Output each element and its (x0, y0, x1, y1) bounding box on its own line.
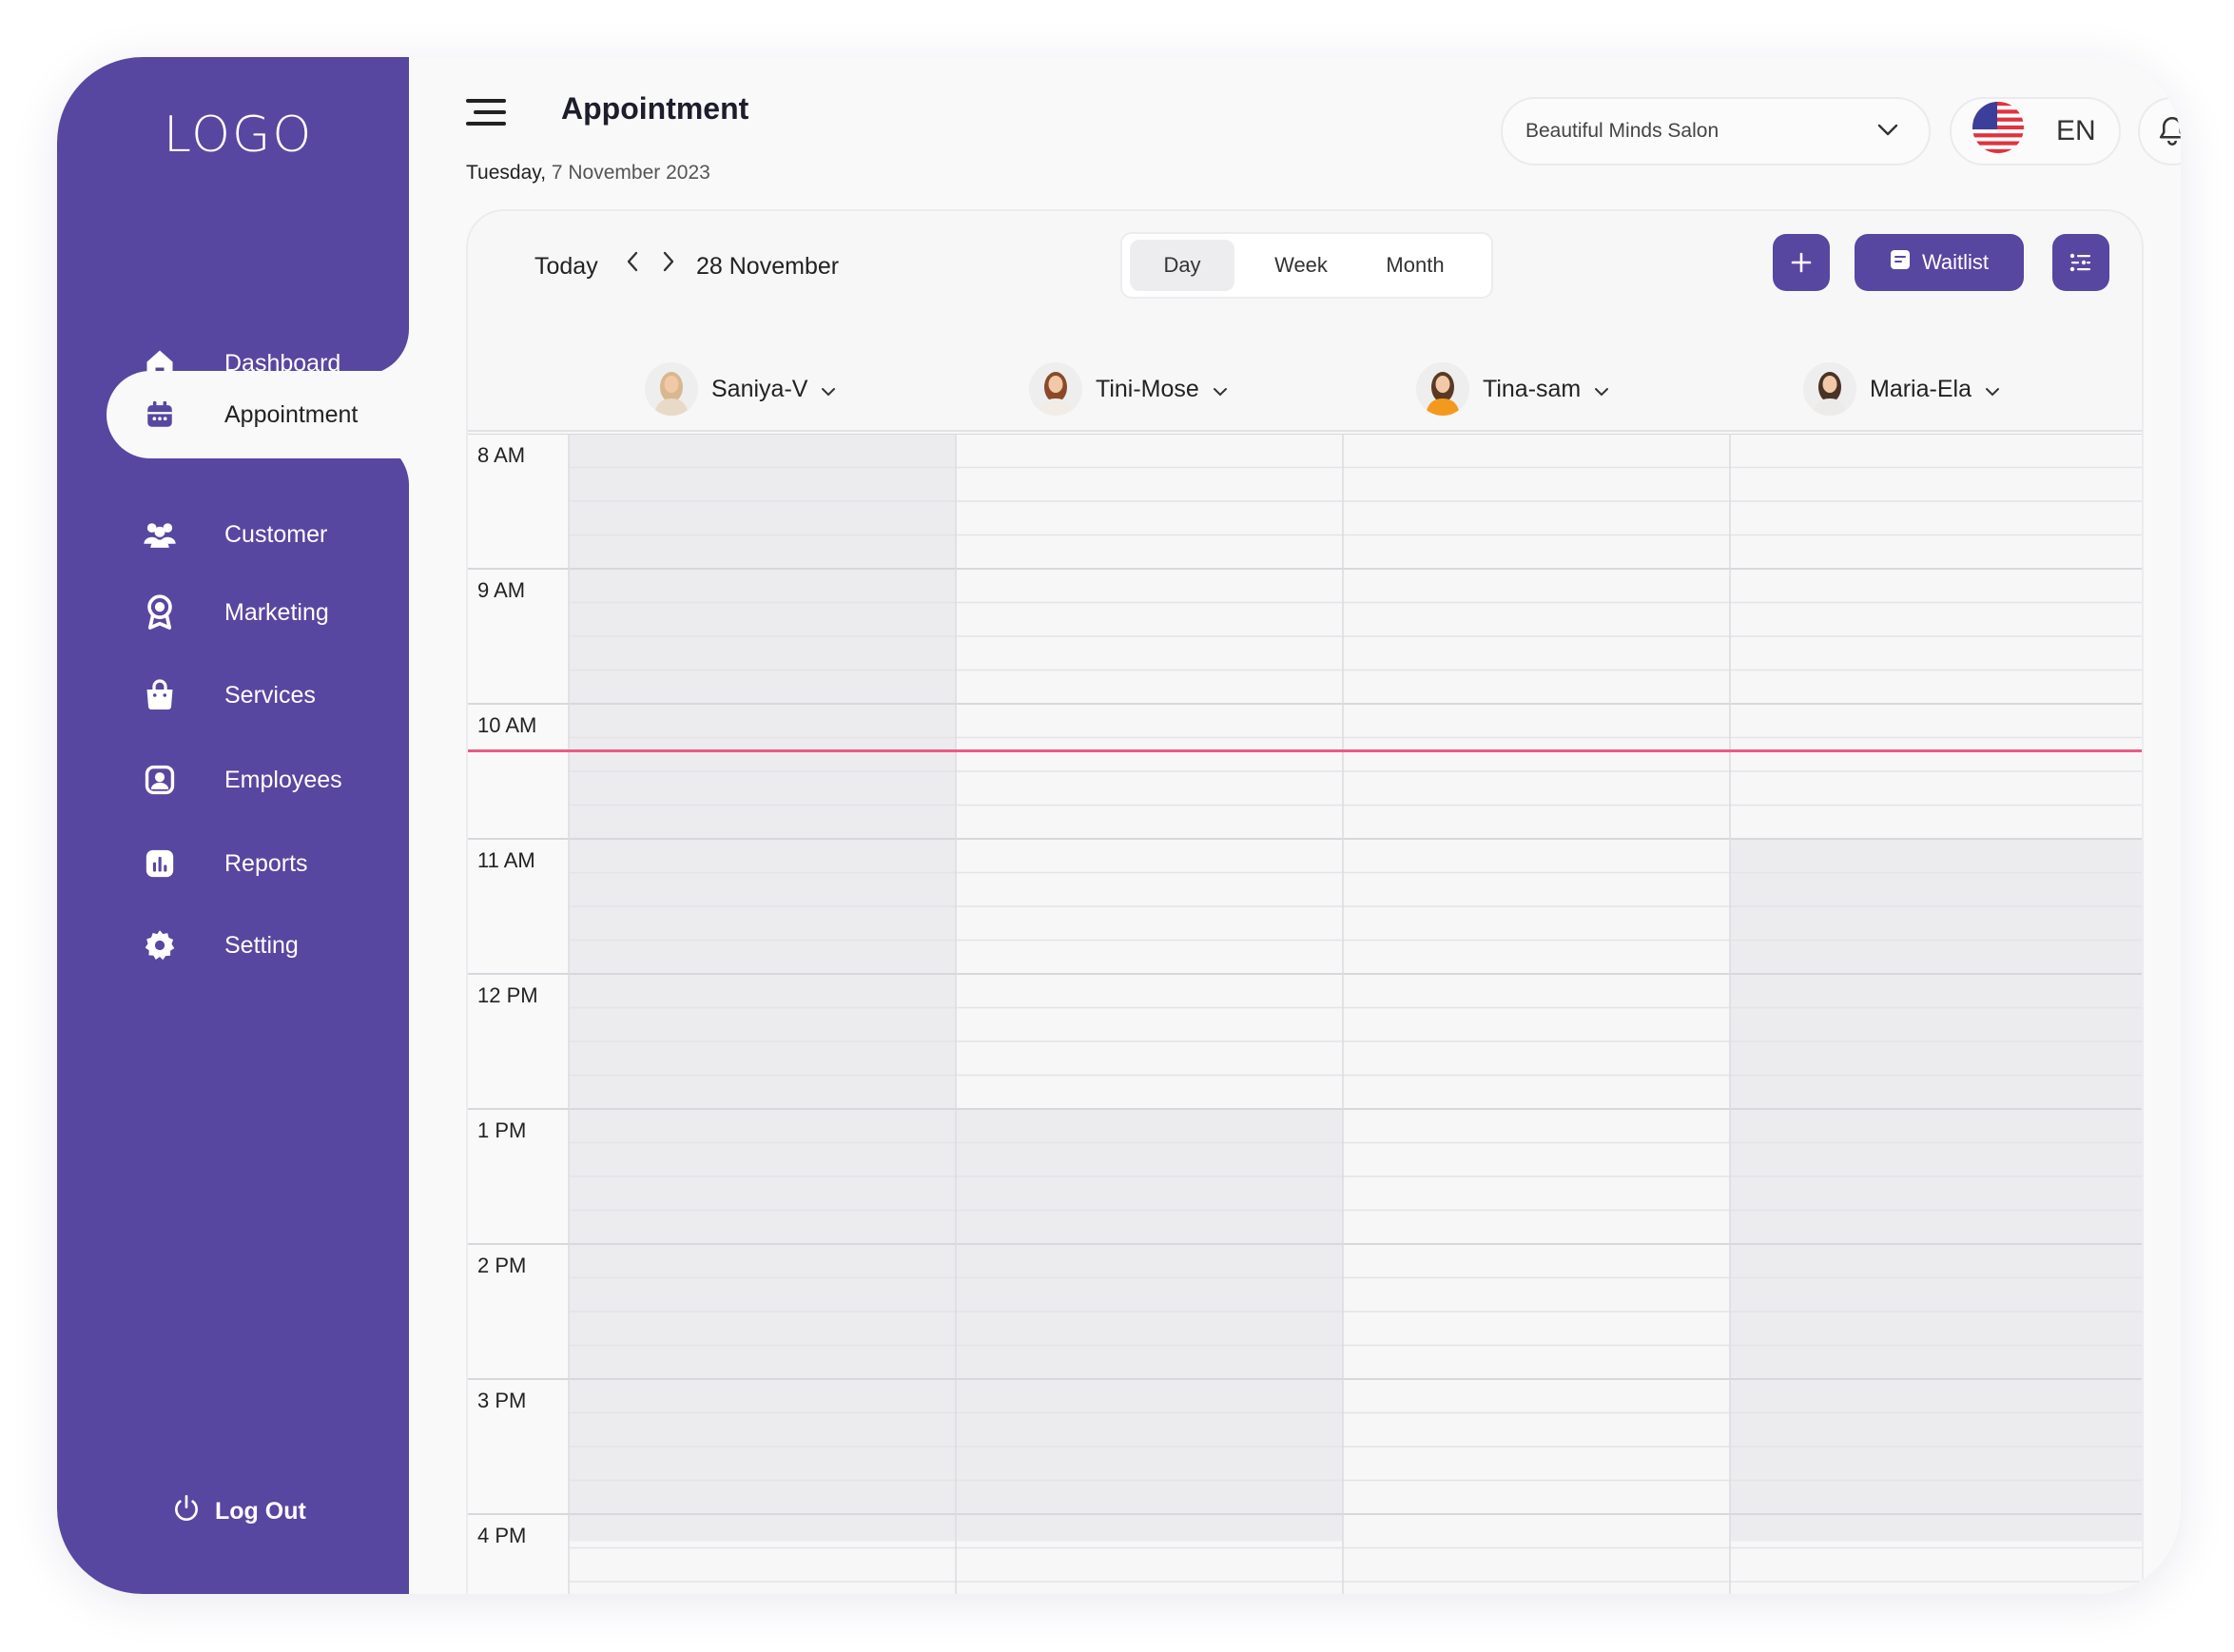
sidebar-item-label: Reports (224, 849, 308, 877)
sidebar-item-label: Services (224, 681, 316, 709)
unavailable-block (956, 1109, 1343, 1542)
users-icon (143, 517, 177, 552)
sidebar-item-label: Marketing (224, 598, 329, 626)
salon-select[interactable]: Beautiful Minds Salon (1501, 97, 1931, 165)
time-label: 9 AM (477, 578, 526, 602)
avatar (1416, 362, 1469, 416)
sidebar-item-label: Appointment (224, 400, 359, 428)
chevron-down-icon (1985, 376, 2000, 403)
sidebar-item-appointment[interactable]: Appointment (107, 371, 420, 458)
view-week-tab[interactable]: Week (1274, 253, 1328, 277)
time-label: 8 AM (477, 443, 526, 467)
chevron-down-icon (1213, 376, 1228, 403)
view-month-tab[interactable]: Month (1386, 253, 1445, 277)
sidebar-item-employees[interactable]: Employees (57, 738, 399, 822)
award-icon (143, 594, 177, 630)
logout-label: Log Out (215, 1498, 306, 1525)
view-day-tab[interactable]: Day (1130, 240, 1234, 291)
staff-column-header[interactable]: Maria-Ela (1803, 361, 2000, 417)
menu-toggle-icon[interactable] (466, 95, 508, 129)
gear-icon (143, 928, 177, 962)
time-label: 12 PM (477, 983, 538, 1007)
sidebar: LOGO Dashboard Appointment Customer (57, 57, 420, 1594)
sidebar-item-label: Customer (224, 520, 328, 548)
today-button[interactable]: Today (534, 253, 598, 280)
logo: LOGO (164, 107, 314, 164)
calendar-current-date: 28 November (696, 253, 840, 280)
plus-icon (1791, 252, 1812, 273)
staff-name: Saniya-V (711, 375, 808, 402)
next-day-button[interactable] (662, 249, 675, 279)
unavailable-block (1730, 839, 2142, 1542)
staff-column-header[interactable]: Tini-Mose (1029, 361, 1228, 417)
time-label: 11 AM (477, 848, 535, 872)
filter-button[interactable] (2052, 234, 2109, 291)
time-label: 3 PM (477, 1389, 527, 1412)
salon-select-value: Beautiful Minds Salon (1525, 120, 1719, 142)
staff-header-row: Saniya-V Tini-Mose Tina-sam Maria-Ela (468, 344, 2142, 432)
schedule-grid-lines (468, 434, 2142, 1594)
unavailable-block (569, 434, 956, 1542)
view-toggle: Day Week Month (1120, 232, 1493, 299)
main-panel: Appointment Tuesday, 7 November 2023 Bea… (409, 57, 2181, 1594)
time-label: 2 PM (477, 1254, 527, 1277)
language-code: EN (2056, 115, 2096, 146)
notification-bell-icon[interactable] (2138, 97, 2181, 165)
calendar-icon (143, 398, 177, 432)
avatar (645, 362, 698, 416)
avatar (1029, 362, 1082, 416)
time-label: 1 PM (477, 1118, 527, 1142)
time-label: 10 AM (477, 713, 537, 737)
staff-name: Maria-Ela (1870, 375, 1972, 402)
chevron-down-icon (1877, 120, 1898, 143)
staff-name: Tina-sam (1483, 375, 1582, 402)
sidebar-item-setting[interactable]: Setting (57, 904, 399, 987)
staff-name: Tini-Mose (1096, 375, 1199, 402)
us-flag-icon (1972, 102, 2024, 161)
chevron-down-icon (1594, 376, 1609, 403)
home-icon (143, 346, 177, 380)
sidebar-item-marketing[interactable]: Marketing (57, 571, 399, 654)
add-appointment-button[interactable] (1773, 234, 1830, 291)
waitlist-icon (1890, 249, 1911, 276)
sidebar-item-customer[interactable]: Customer (57, 493, 399, 576)
sidebar-item-label: Employees (224, 766, 342, 793)
bag-icon (143, 678, 177, 712)
date-day: Tuesday, (466, 162, 547, 184)
avatar (1803, 362, 1856, 416)
time-gutter (468, 434, 569, 1594)
current-date: Tuesday, 7 November 2023 (466, 162, 710, 185)
logout-button[interactable]: Log Out (171, 1493, 306, 1530)
date-rest: 7 November 2023 (546, 162, 710, 184)
employee-icon (143, 763, 177, 797)
sidebar-item-services[interactable]: Services (57, 653, 399, 737)
staff-column-header[interactable]: Tina-sam (1416, 361, 1609, 417)
current-time-indicator (468, 749, 2142, 753)
reports-icon (143, 846, 177, 881)
page-title: Appointment (561, 91, 749, 126)
waitlist-button[interactable]: Waitlist (1855, 234, 2024, 291)
filter-icon (2069, 253, 2090, 272)
language-select[interactable]: EN (1950, 97, 2121, 165)
staff-column-header[interactable]: Saniya-V (645, 361, 836, 417)
time-label: 4 PM (477, 1524, 527, 1547)
calendar-card: Today 28 November Day Week Month Waitlis… (466, 209, 2144, 1594)
sidebar-item-reports[interactable]: Reports (57, 822, 399, 905)
sidebar-item-label: Setting (224, 931, 299, 959)
chevron-down-icon (821, 376, 836, 403)
waitlist-label: Waitlist (1921, 250, 1990, 274)
prev-day-button[interactable] (626, 249, 639, 279)
app-window: LOGO Dashboard Appointment Customer (57, 57, 2181, 1594)
power-icon (171, 1493, 202, 1530)
